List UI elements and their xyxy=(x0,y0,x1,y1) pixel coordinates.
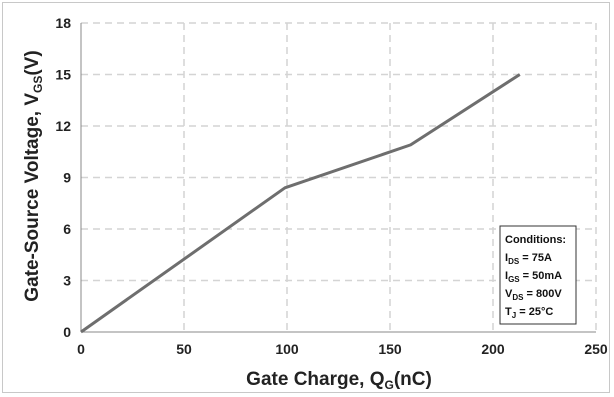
y-tick-labels: 0 3 6 9 12 15 18 xyxy=(55,15,71,340)
x-axis-label: Gate Charge, QG(nC) xyxy=(246,369,432,392)
series-group xyxy=(80,73,521,334)
y-tick-label: 6 xyxy=(63,221,71,237)
condition-ids: IDS = 75A xyxy=(505,252,552,266)
conditions-title: Conditions: xyxy=(505,234,566,246)
conditions-box: Conditions: IDS = 75A IGS = 50mA VDS = 8… xyxy=(499,225,577,325)
y-axis-label: Gate-Source Voltage, VGS(V) xyxy=(22,50,45,301)
x-tick-label: 250 xyxy=(584,341,608,357)
x-tick-label: 150 xyxy=(378,341,402,357)
chart-frame xyxy=(2,2,610,393)
y-tick-label: 15 xyxy=(55,67,71,83)
x-tick-label: 200 xyxy=(481,341,505,357)
axes xyxy=(80,23,596,333)
x-tick-label: 100 xyxy=(275,341,299,357)
condition-tj: TJ = 25°C xyxy=(505,306,553,320)
y-tick-label: 3 xyxy=(63,273,71,289)
grid xyxy=(81,22,597,332)
y-tick-label: 12 xyxy=(55,118,71,134)
x-tick-label: 50 xyxy=(176,341,192,357)
y-tick-label: 18 xyxy=(55,15,71,31)
condition-vds: VDS = 800V xyxy=(505,288,562,302)
y-tick-label: 0 xyxy=(63,324,71,340)
x-tick-label: 0 xyxy=(77,341,85,357)
conditions-box-frame xyxy=(499,225,577,325)
condition-igs: IGS = 50mA xyxy=(505,270,562,284)
x-tick-labels: 0 50 100 150 200 250 xyxy=(77,341,608,357)
series-line xyxy=(80,73,521,334)
y-tick-label: 9 xyxy=(63,170,71,186)
